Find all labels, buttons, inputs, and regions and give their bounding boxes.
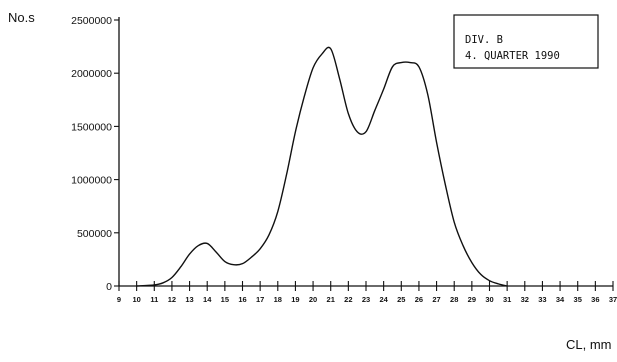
x-tick-label: 29 (468, 295, 476, 304)
x-tick-label: 14 (203, 295, 212, 304)
annotation-box: DIV. B 4. QUARTER 1990 (453, 14, 599, 69)
x-tick-label: 32 (521, 295, 529, 304)
x-tick-label: 25 (397, 295, 405, 304)
y-tick-label: 0 (106, 281, 112, 293)
series-line (136, 46, 508, 287)
x-tick-label: 35 (574, 295, 582, 304)
y-ticks: 0 500000 1000000 1500000 2000000 2500000 (71, 15, 119, 293)
x-tick-label: 24 (379, 295, 388, 304)
x-tick-label: 12 (168, 295, 176, 304)
y-tick-label: 2000000 (71, 68, 112, 80)
x-tick-label: 31 (503, 295, 511, 304)
x-tick-label: 17 (256, 295, 264, 304)
x-tick-label: 37 (609, 295, 617, 304)
x-tick-label: 13 (185, 295, 193, 304)
x-tick-label: 27 (432, 295, 440, 304)
x-tick-label: 11 (150, 295, 158, 304)
x-tick-label: 19 (291, 295, 299, 304)
y-tick-label: 1500000 (71, 121, 112, 133)
x-tick-label: 22 (344, 295, 352, 304)
annotation-line-2: 4. QUARTER 1990 (465, 50, 560, 62)
x-tick-label: 34 (556, 295, 565, 304)
x-tick-label: 9 (117, 295, 121, 304)
x-tick-label: 33 (538, 295, 546, 304)
x-tick-label: 28 (450, 295, 458, 304)
y-tick-label: 2500000 (71, 15, 112, 27)
x-tick-label: 23 (362, 295, 370, 304)
x-tick-label: 21 (327, 295, 335, 304)
x-tick-label: 26 (415, 295, 423, 304)
x-ticks: 9 10 11 12 13 14 15 16 17 18 19 20 21 22 23 24 25 26 27 28 2… (117, 281, 617, 304)
x-tick-label: 10 (132, 295, 140, 304)
x-tick-label: 18 (274, 295, 282, 304)
annotation-box-border (453, 14, 599, 69)
annotation-line-1: DIV. B (465, 34, 503, 46)
y-tick-label: 500000 (77, 228, 112, 240)
x-tick-label: 30 (485, 295, 493, 304)
x-tick-label: 36 (591, 295, 599, 304)
y-tick-label: 1000000 (71, 175, 112, 187)
x-tick-label: 15 (221, 295, 229, 304)
y-axis-title: No.s (8, 10, 35, 25)
x-tick-label: 20 (309, 295, 317, 304)
x-tick-label: 16 (238, 295, 246, 304)
x-axis-title: CL, mm (566, 337, 612, 352)
